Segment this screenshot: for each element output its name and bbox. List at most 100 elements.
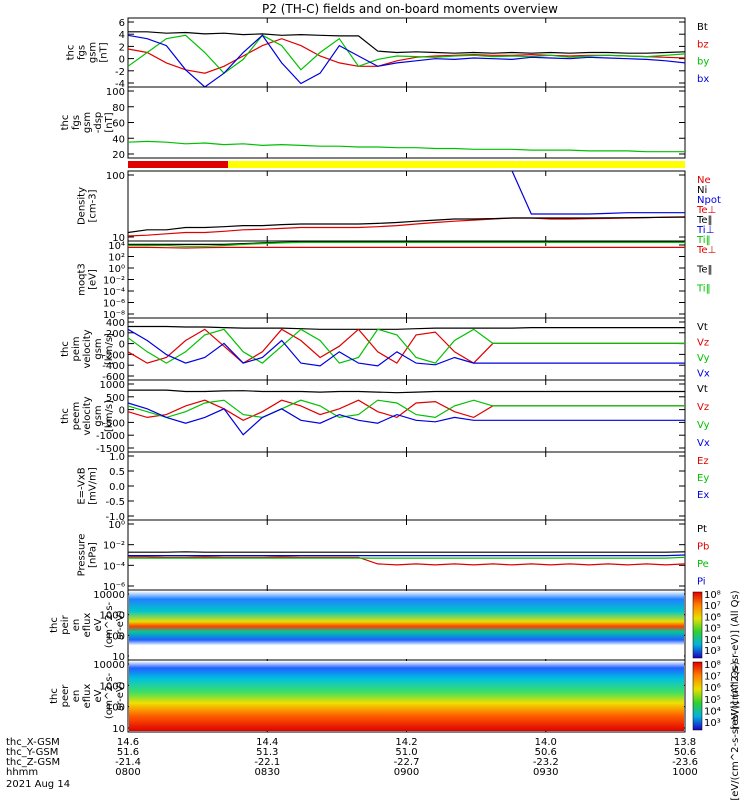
y-tick-label: 60 (112, 119, 125, 130)
x-axis-value: 1000 (672, 767, 697, 778)
series-Pe (128, 556, 686, 559)
y-axis-label: peim (71, 336, 82, 361)
y-axis-label: -dsp (93, 112, 104, 134)
y-tick-label: 1000 (100, 681, 125, 692)
colorbar-tick-label: 10⁸ (704, 660, 721, 671)
x-axis-value: -22.7 (394, 757, 420, 768)
series-Vx (127, 328, 685, 367)
y-axis-label: thc (60, 408, 71, 424)
x-axis-date: 2021 Aug 14 (6, 779, 70, 790)
y-axis-label: thc (49, 617, 60, 633)
y-tick-label: 200 (106, 329, 125, 340)
y-tick-label: 10000 (93, 590, 125, 601)
series-bx (127, 34, 686, 88)
colorbar-label: [eV/(cm^2-s-sr-eV)] (All Qs) (730, 590, 741, 729)
y-axis-label: fgs (77, 45, 88, 60)
y-tick-label: 2 (119, 42, 125, 53)
panel-3 (127, 170, 686, 242)
series-by (127, 34, 686, 74)
panel-9 (127, 589, 703, 661)
legend-Ni: Ni (697, 185, 707, 196)
heatmap-image (129, 661, 684, 731)
legend-Vx: Vx (697, 369, 710, 380)
y-axis-label: eflux (82, 613, 93, 638)
x-axis-value: 0900 (394, 767, 419, 778)
x-axis-row-label: thc_Z-GSM (6, 757, 60, 768)
x-axis-value: 51.0 (395, 747, 417, 758)
x-axis-row-label: thc_Y-GSM (6, 747, 58, 758)
y-axis-label: sr-eV) (115, 681, 126, 710)
series-Pb (128, 556, 686, 566)
y-axis-label: thc (60, 115, 71, 131)
legend-Te‖: Te‖ (696, 215, 713, 226)
legend-Te⊥: Te⊥ (696, 245, 716, 256)
y-tick-label: 0 (119, 55, 125, 66)
y-axis-label: [nT] (104, 112, 115, 132)
y-tick-label: 10⁴ (108, 241, 125, 252)
legend-Vy: Vy (697, 420, 710, 431)
colorbar-tick-label: 10³ (704, 646, 721, 657)
x-axis-value: 0930 (533, 767, 558, 778)
x-axis-value: 51.3 (256, 747, 278, 758)
y-axis-label: fgs (71, 115, 82, 130)
panel-6 (127, 379, 686, 453)
panel-1 (127, 17, 686, 88)
legend-bx: bx (697, 74, 709, 85)
y-tick-label: 40 (112, 134, 125, 145)
series-Vt (128, 389, 685, 394)
legend-Pb: Pb (697, 542, 709, 553)
y-axis-label: [mV/m] (88, 467, 99, 505)
colorbar-tick-label: 10⁷ (704, 601, 721, 612)
y-axis-label: eV (93, 618, 104, 631)
y-tick-label: 400 (106, 318, 125, 329)
legend-Ti‖: Ti‖ (696, 235, 711, 246)
heatmap-image (129, 591, 684, 659)
panel-2 (127, 86, 686, 159)
y-axis-label: [nPa] (88, 542, 99, 568)
colorbar (692, 661, 703, 731)
x-axis-row-label: thc_X-GSM (6, 737, 60, 748)
y-axis-label: en (71, 690, 82, 703)
y-tick-label: 10⁻⁶ (103, 299, 125, 310)
y-tick-label: -1.0 (105, 512, 125, 523)
panel-10 (127, 659, 703, 733)
x-axis-value: 0830 (255, 767, 280, 778)
legend-Npot: Npot (697, 195, 721, 206)
legend-Ti⊥: Ti⊥ (696, 225, 714, 236)
colorbar-tick-label: 10⁴ (704, 635, 721, 646)
legend-Pi: Pi (697, 577, 706, 588)
x-axis-value: 0800 (115, 767, 140, 778)
legend-Ne: Ne (697, 175, 711, 186)
y-axis-label: thc (49, 688, 60, 704)
y-tick-label: 10⁰ (108, 264, 125, 275)
y-axis-label: gsm (93, 405, 104, 426)
colorbar-tick-label: 10⁷ (704, 672, 721, 683)
y-tick-label: 100 (106, 703, 125, 714)
mode-bar-red (128, 161, 228, 168)
legend-by: by (697, 57, 709, 68)
legend-Vt: Vt (697, 384, 708, 395)
series-line (127, 140, 685, 153)
legend-bz: bz (697, 39, 709, 50)
colorbar-tick-label: 10⁵ (704, 695, 721, 706)
y-tick-label: -1000 (96, 431, 125, 442)
colorbar-tick-label: 10⁵ (704, 624, 721, 635)
y-tick-label: 10⁻² (103, 276, 125, 287)
legend-Vx: Vx (697, 438, 710, 449)
mode-bar-yellow (228, 161, 685, 168)
y-tick-label: -600 (102, 372, 125, 383)
x-axis-value: 50.6 (674, 747, 696, 758)
colorbar-tick-label: 10⁸ (704, 590, 721, 601)
y-axis-label: velocity (82, 396, 93, 435)
y-tick-label: -200 (102, 350, 125, 361)
legend-Vz: Vz (697, 402, 709, 413)
panel-5 (127, 317, 686, 381)
panel-7 (127, 451, 686, 521)
series-Te⊥ (128, 246, 685, 249)
colorbar-tick-label: 10⁶ (704, 612, 721, 623)
x-axis-value: -23.6 (672, 757, 698, 768)
y-tick-label: -2 (115, 67, 125, 78)
y-tick-label: 0 (119, 406, 125, 417)
y-tick-label: 10⁻⁴ (103, 561, 125, 572)
